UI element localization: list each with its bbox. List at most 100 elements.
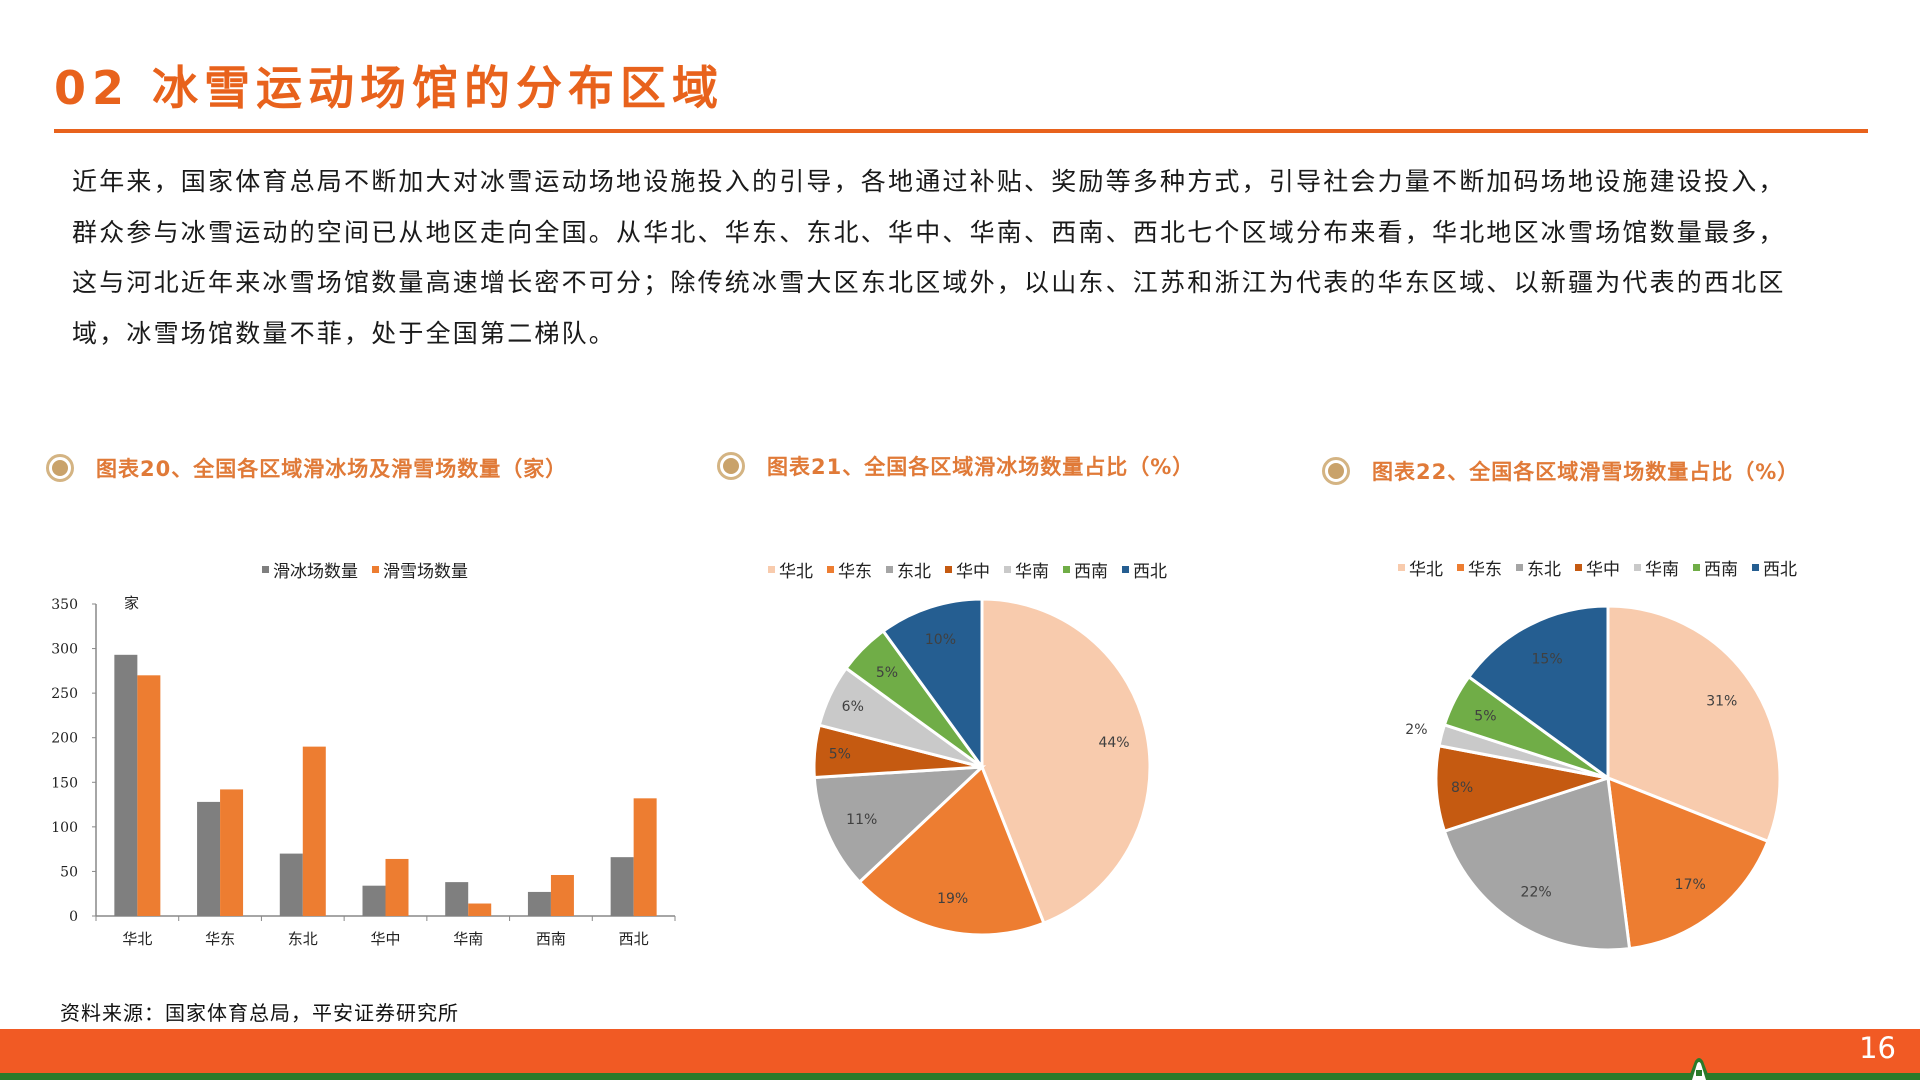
legend-swatch-icon xyxy=(1752,564,1759,571)
svg-text:华东: 华东 xyxy=(205,930,235,948)
pie-slice xyxy=(980,597,1152,926)
svg-text:华北: 华北 xyxy=(122,930,152,948)
legend-swatch-icon xyxy=(1634,564,1641,571)
legend-swatch-icon xyxy=(945,566,952,573)
bullet-circle-icon xyxy=(46,454,74,482)
svg-text:2%: 2% xyxy=(1405,722,1427,738)
svg-text:0: 0 xyxy=(69,909,78,925)
svg-text:19%: 19% xyxy=(937,891,968,907)
intro-line: 域，冰雪场馆数量不菲，处于全国第二梯队。 xyxy=(72,318,617,348)
legend-item: 华东 xyxy=(827,557,872,582)
svg-text:350: 350 xyxy=(51,597,78,613)
legend-swatch-icon xyxy=(1693,564,1700,571)
svg-text:11%: 11% xyxy=(846,812,877,828)
company-logo-icon xyxy=(1681,1058,1717,1080)
svg-text:6%: 6% xyxy=(842,699,864,715)
svg-text:300: 300 xyxy=(51,642,78,658)
svg-text:31%: 31% xyxy=(1706,694,1737,710)
legend-item: 华北 xyxy=(768,557,813,582)
bar xyxy=(302,746,326,916)
intro-line: 群众参与冰雪运动的空间已从地区走向全国。从华北、华东、东北、华中、华南、西南、西… xyxy=(72,217,1786,247)
svg-text:50: 50 xyxy=(60,864,78,880)
svg-text:西北: 西北 xyxy=(619,930,649,948)
pie-slice xyxy=(1466,604,1610,781)
legend-swatch-icon xyxy=(1516,564,1523,571)
figure-20-title: 图表20、全国各区域滑冰场及滑雪场数量（家） xyxy=(46,453,567,483)
legend-swatch-icon xyxy=(372,566,379,573)
pie-slice xyxy=(1606,604,1782,844)
svg-text:5%: 5% xyxy=(876,665,898,681)
svg-text:15%: 15% xyxy=(1532,651,1563,667)
bar xyxy=(385,858,409,916)
bullet-circle-icon xyxy=(1322,457,1350,485)
bar-chart-legend: 滑冰场数量 滑雪场数量 xyxy=(262,557,482,582)
legend-item: 华中 xyxy=(945,557,990,582)
legend-item: 滑冰场数量 xyxy=(262,557,358,582)
svg-text:200: 200 xyxy=(51,731,78,747)
legend-swatch-icon xyxy=(886,566,893,573)
pie-slice xyxy=(1442,776,1632,952)
footer-line xyxy=(0,1073,1920,1080)
legend-swatch-icon xyxy=(1122,566,1129,573)
bar xyxy=(445,882,469,916)
legend-label: 华中 xyxy=(1586,560,1620,580)
intro-paragraph: 近年来，国家体育总局不断加大对冰雪运动场地设施投入的引导，各地通过补贴、奖励等多… xyxy=(72,157,1862,359)
intro-line: 近年来，国家体育总局不断加大对冰雪运动场地设施投入的引导，各地通过补贴、奖励等多… xyxy=(72,167,1786,196)
pie-slice xyxy=(1606,775,1770,951)
legend-label: 东北 xyxy=(1527,560,1561,580)
legend-label: 东北 xyxy=(897,562,931,582)
bar xyxy=(610,857,634,916)
legend-item: 西南 xyxy=(1693,555,1738,580)
intro-line: 这与河北近年来冰雪场馆数量高速增长密不可分；除传统冰雪大区东北区域外，以山东、江… xyxy=(72,268,1786,297)
legend-swatch-icon xyxy=(1575,564,1582,571)
svg-text:5%: 5% xyxy=(829,747,851,763)
legend-item: 华南 xyxy=(1004,557,1049,582)
svg-text:17%: 17% xyxy=(1675,877,1706,893)
svg-text:5%: 5% xyxy=(1474,709,1496,725)
legend-swatch-icon xyxy=(1063,566,1070,573)
pie-22-legend: 华北 华东 东北 华中 华南 西南 西北 xyxy=(1398,555,1811,580)
legend-label: 华北 xyxy=(779,562,813,582)
legend-label: 滑雪场数量 xyxy=(383,562,468,582)
svg-text:家: 家 xyxy=(124,594,139,612)
pie-chart-22: 31% 17% 22% 8% 2% 5% 15% xyxy=(1405,604,1782,952)
legend-label: 华北 xyxy=(1409,560,1443,580)
svg-text:250: 250 xyxy=(51,686,78,702)
legend-item: 华南 xyxy=(1634,555,1679,580)
legend-label: 华东 xyxy=(838,562,872,582)
svg-text:44%: 44% xyxy=(1098,735,1129,751)
legend-label: 滑冰场数量 xyxy=(273,562,358,582)
footer-bar xyxy=(0,1029,1920,1073)
bar-chart: 0 50 100 150 200 250 300 350 家华北 华东 东北 华中 华南 西南 西北 xyxy=(51,594,676,948)
svg-text:东北: 东北 xyxy=(288,930,318,948)
figure-22-title: 图表22、全国各区域滑雪场数量占比（%） xyxy=(1322,456,1799,486)
figure-title-text: 图表20、全国各区域滑冰场及滑雪场数量（家） xyxy=(96,457,568,481)
svg-text:西南: 西南 xyxy=(536,930,566,948)
legend-item: 西北 xyxy=(1752,555,1797,580)
legend-label: 华南 xyxy=(1645,560,1679,580)
legend-swatch-icon xyxy=(1398,564,1405,571)
figure-title-text: 图表21、全国各区域滑冰场数量占比（%） xyxy=(767,455,1195,479)
legend-item: 东北 xyxy=(886,557,931,582)
bar xyxy=(362,885,386,916)
svg-text:10%: 10% xyxy=(925,632,956,648)
legend-swatch-icon xyxy=(768,566,775,573)
pie-chart-21: 44% 19% 11% 5% 6% 5% 10% xyxy=(812,597,1152,937)
legend-label: 西南 xyxy=(1704,560,1738,580)
bar xyxy=(468,903,492,916)
legend-label: 西北 xyxy=(1763,560,1797,580)
bar xyxy=(527,891,551,916)
bar xyxy=(550,874,574,916)
legend-swatch-icon xyxy=(827,566,834,573)
legend-swatch-icon xyxy=(1457,564,1464,571)
legend-label: 华中 xyxy=(956,562,990,582)
legend-swatch-icon xyxy=(262,566,269,573)
svg-text:22%: 22% xyxy=(1521,884,1552,900)
title-divider xyxy=(54,129,1868,133)
pie-slice xyxy=(881,597,984,772)
page-number: 16 xyxy=(1859,1031,1896,1065)
legend-item: 西北 xyxy=(1122,557,1167,582)
legend-label: 华东 xyxy=(1468,560,1502,580)
legend-item: 东北 xyxy=(1516,555,1561,580)
pie-21-legend: 华北 华东 东北 华中 华南 西南 西北 xyxy=(768,557,1181,582)
